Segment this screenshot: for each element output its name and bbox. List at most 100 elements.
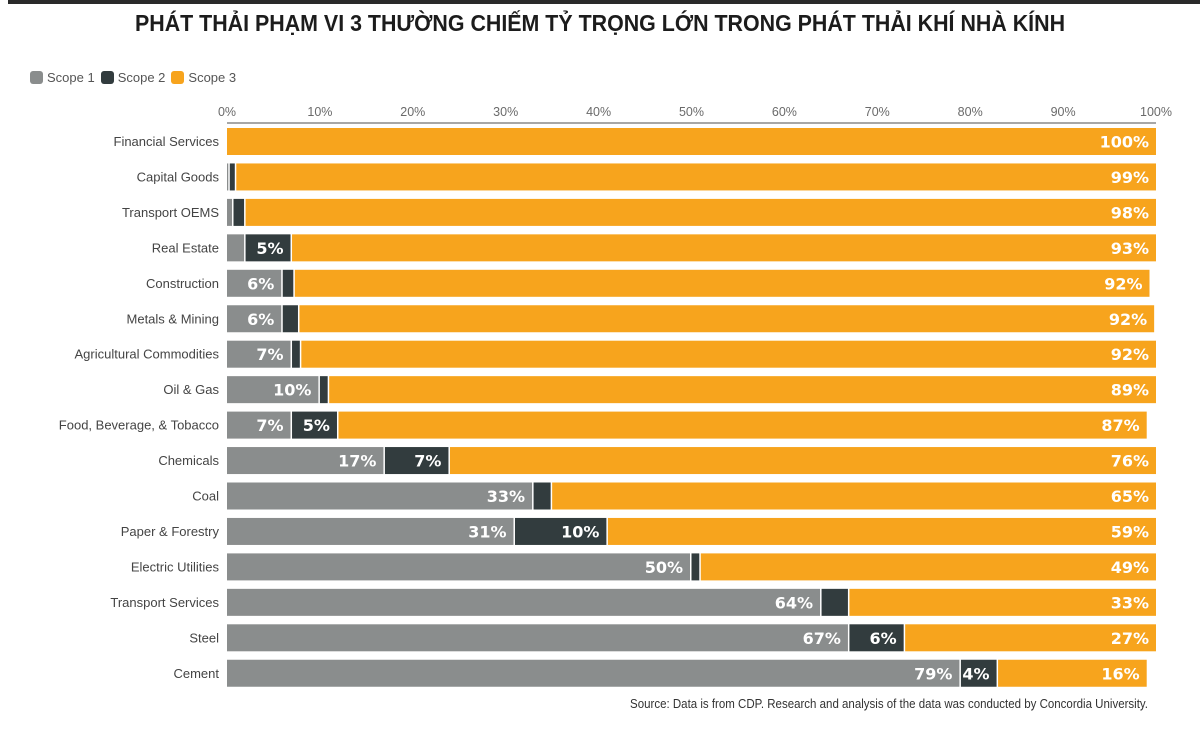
data-label-scope1: 7% <box>256 416 283 435</box>
x-tick-label: 40% <box>586 105 611 119</box>
bar-row: Capital Goods 99% <box>137 163 1157 191</box>
category-label: Cement <box>173 666 219 681</box>
data-label-scope2: 6% <box>869 629 896 648</box>
bar-segment-scope3 <box>338 411 1147 439</box>
data-label-scope3: 100% <box>1100 133 1149 152</box>
x-tick-label: 60% <box>772 105 797 119</box>
bar-segment-scope3 <box>292 234 1156 262</box>
data-label-scope3: 49% <box>1111 558 1149 577</box>
bar-segment-scope1 <box>227 624 848 652</box>
bar-row: Food, Beverage, & Tobacco 7% 5% 87% <box>59 411 1147 439</box>
bar-row: Agricultural Commodities 7% 92% <box>75 340 1156 368</box>
bar-row: Paper & Forestry 31% 10% 59% <box>121 517 1156 545</box>
data-label-scope2: 5% <box>303 416 330 435</box>
bar-segment-scope2 <box>292 340 300 368</box>
category-label: Food, Beverage, & Tobacco <box>59 418 219 433</box>
bar-segment-scope1 <box>227 411 291 439</box>
bar-segment-scope1 <box>227 305 282 333</box>
bar-segment-scope3 <box>301 340 1156 368</box>
data-label-scope3: 76% <box>1111 452 1149 471</box>
bar-segment-scope2 <box>533 482 551 510</box>
legend-label-scope2: Scope 2 <box>117 70 166 85</box>
data-label-scope3: 98% <box>1111 203 1149 222</box>
category-label: Electric Utilities <box>131 559 220 574</box>
data-label-scope3: 92% <box>1104 274 1142 293</box>
data-label-scope1: 6% <box>247 274 274 293</box>
category-label: Financial Services <box>114 134 220 149</box>
data-label-scope3: 27% <box>1111 629 1149 648</box>
data-label-scope2: 4% <box>962 664 989 683</box>
bar-segment-scope1 <box>227 659 960 687</box>
bar-segment-scope2 <box>292 411 337 439</box>
category-label: Capital Goods <box>137 169 220 184</box>
data-label-scope3: 59% <box>1111 522 1149 541</box>
legend-swatch-scope1 <box>30 71 43 84</box>
x-tick-label: 80% <box>958 105 983 119</box>
data-label-scope2: 7% <box>414 452 441 471</box>
bar-row: Construction 6% 92% <box>146 269 1150 297</box>
bar-segment-scope3 <box>329 376 1156 404</box>
data-label-scope3: 93% <box>1111 239 1149 258</box>
bar-row: Transport Services 64% 33% <box>110 588 1156 616</box>
bar-segment-scope1 <box>227 234 245 262</box>
legend: Scope 1 Scope 2 Scope 3 <box>30 70 242 85</box>
bar-segment-scope3 <box>905 624 1156 652</box>
top-rule <box>8 0 1200 4</box>
category-label: Real Estate <box>152 240 219 255</box>
data-label-scope1: 67% <box>803 629 841 648</box>
bar-row: Financial Services 100% <box>114 128 1156 155</box>
bar-segment-scope3 <box>227 128 1156 155</box>
bar-segment-scope2 <box>245 234 291 262</box>
x-tick-label: 90% <box>1051 105 1076 119</box>
bar-segment-scope3 <box>449 447 1157 475</box>
legend-item-scope3: Scope 3 <box>171 70 236 85</box>
bar-segment-scope3 <box>607 517 1156 545</box>
data-label-scope3: 16% <box>1101 664 1139 683</box>
data-label-scope3: 65% <box>1111 487 1149 506</box>
chart-title: PHÁT THẢI PHẠM VI 3 THƯỜNG CHIẾM TỶ TRỌN… <box>134 10 1066 36</box>
data-label-scope3: 89% <box>1111 381 1149 400</box>
bar-segment-scope1 <box>227 340 291 368</box>
data-label-scope1: 33% <box>487 487 525 506</box>
legend-label-scope1: Scope 1 <box>47 70 95 85</box>
bar-row: Transport OEMS 98% <box>122 198 1156 226</box>
data-label-scope1: 6% <box>247 310 274 329</box>
bar-row: Metals & Mining 6% 92% <box>127 305 1155 333</box>
bar-segment-scope2 <box>282 305 298 333</box>
bar-segment-scope1 <box>227 163 229 191</box>
x-tick-label: 10% <box>307 105 332 119</box>
bar-segment-scope3 <box>245 198 1156 226</box>
category-label: Coal <box>192 489 219 504</box>
bar-segment-scope2 <box>821 588 848 616</box>
x-tick-label: 20% <box>400 105 425 119</box>
x-tick-label: 30% <box>493 105 518 119</box>
category-label: Chemicals <box>158 453 219 468</box>
data-label-scope3: 87% <box>1101 416 1139 435</box>
data-label-scope3: 99% <box>1111 168 1149 187</box>
bar-row: Steel 67% 6% 27% <box>189 624 1156 652</box>
category-label: Steel <box>189 630 219 645</box>
category-label: Construction <box>146 276 219 291</box>
category-label: Paper & Forestry <box>121 524 220 539</box>
x-tick-label: 0% <box>218 105 236 119</box>
legend-swatch-scope3 <box>171 71 185 84</box>
bar-segment-scope1 <box>227 269 282 297</box>
bar-segment-scope2 <box>849 624 904 652</box>
bar-segment-scope2 <box>960 659 997 687</box>
bar-segment-scope3 <box>998 659 1147 687</box>
bar-segment-scope2 <box>319 376 328 404</box>
data-label-scope2: 5% <box>256 239 283 258</box>
bar-segment-scope2 <box>384 447 449 475</box>
category-label: Transport OEMS <box>122 205 219 220</box>
category-label: Agricultural Commodities <box>75 347 220 362</box>
bar-segment-scope3 <box>552 482 1156 510</box>
category-label: Oil & Gas <box>163 382 219 397</box>
bar-segment-scope3 <box>299 305 1155 333</box>
bar-segment-scope3 <box>700 553 1156 581</box>
category-label: Metals & Mining <box>127 311 219 326</box>
data-label-scope1: 7% <box>256 345 283 364</box>
bar-segment-scope2 <box>282 269 294 297</box>
bar-segment-scope1 <box>227 482 533 510</box>
x-tick-label: 50% <box>679 105 704 119</box>
